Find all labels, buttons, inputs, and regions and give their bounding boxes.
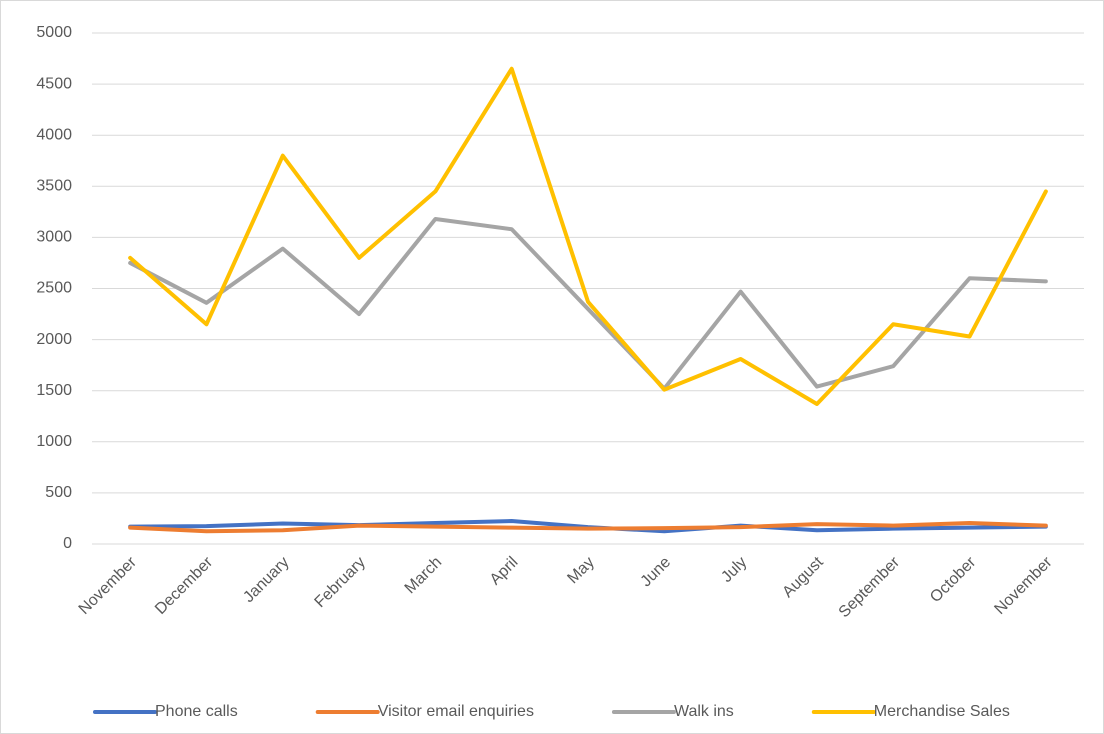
legend-label: Merchandise Sales bbox=[874, 703, 1010, 720]
y-tick-label: 0 bbox=[63, 535, 72, 552]
y-tick-label: 500 bbox=[45, 484, 72, 501]
series-line bbox=[128, 66, 1048, 406]
y-tick-label: 1000 bbox=[36, 433, 72, 450]
legend-label: Phone calls bbox=[155, 703, 238, 720]
y-tick-label: 3500 bbox=[36, 178, 72, 195]
y-tick-label: 4500 bbox=[36, 75, 72, 92]
legend-label: Visitor email enquiries bbox=[378, 703, 534, 720]
y-tick-label: 4000 bbox=[36, 126, 72, 143]
series-line bbox=[128, 217, 1048, 391]
y-tick-label: 2000 bbox=[36, 331, 72, 348]
legend-label: Walk ins bbox=[674, 703, 734, 720]
y-tick-label: 2500 bbox=[36, 280, 72, 297]
y-tick-label: 3000 bbox=[36, 229, 72, 246]
series-line bbox=[128, 521, 1048, 534]
y-tick-label: 5000 bbox=[36, 24, 72, 41]
y-tick-label: 1500 bbox=[36, 382, 72, 399]
